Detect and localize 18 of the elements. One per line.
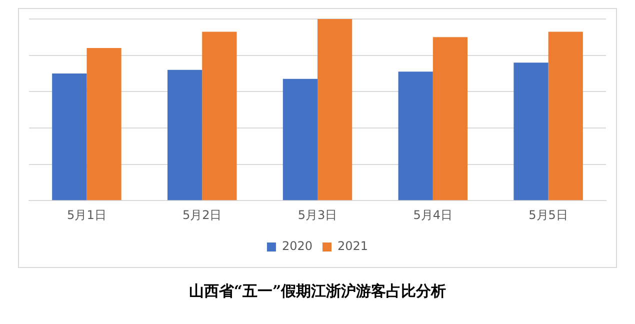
text: 山西省“五一”假期江浙沪游客占比分析	[188, 282, 448, 301]
x-tick-label: 5月4日	[413, 208, 453, 222]
bar	[514, 62, 548, 200]
x-tick-label: 5月3日	[298, 208, 338, 222]
x-tick-label: 5月1日	[67, 208, 106, 222]
bar	[202, 32, 237, 200]
bar	[282, 78, 318, 200]
bar	[548, 32, 583, 200]
legend-label: 2021	[338, 239, 368, 254]
bar	[432, 37, 468, 200]
bar	[167, 70, 202, 200]
bar	[52, 73, 87, 200]
x-tick-label: 5月2日	[182, 208, 222, 222]
legend-label: 2020	[282, 239, 313, 254]
bar	[398, 72, 433, 200]
x-tick-label: 5月5日	[528, 208, 568, 222]
bar	[86, 48, 122, 200]
bar	[318, 19, 352, 200]
